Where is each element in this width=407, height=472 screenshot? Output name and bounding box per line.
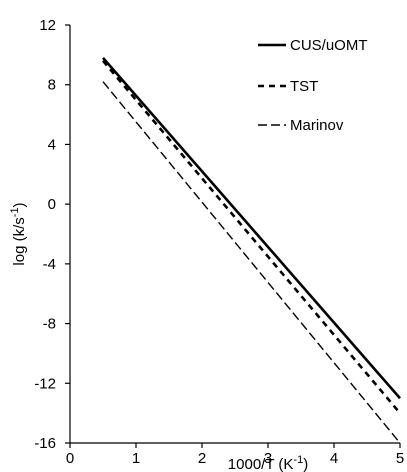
series-line-tst — [102, 59, 401, 414]
axes — [69, 25, 400, 444]
series-layer — [102, 56, 401, 444]
legend-label: CUS/uOMT — [290, 37, 368, 54]
y-tick-label: -16 — [34, 435, 56, 452]
y-tick-label: 8 — [48, 77, 56, 94]
y-axis-title-close: ) — [11, 202, 28, 207]
x-tick-label: 2 — [198, 450, 206, 467]
y-tick-label: 12 — [39, 17, 56, 34]
x-axis-title-superscript: -1 — [293, 454, 303, 466]
x-tick-label: 0 — [66, 450, 74, 467]
x-tick-label: 4 — [330, 450, 338, 467]
y-tick-label: -8 — [43, 316, 56, 333]
legend-label: TST — [290, 78, 318, 95]
series-line-cus-uomt — [102, 56, 401, 400]
x-axis-title-text: 1000/T (K — [228, 456, 294, 472]
y-axis-title-text: log (k/s — [11, 217, 28, 265]
y-ticks: 12 8 4 0 -4 -8 -12 -16 — [34, 17, 70, 452]
x-tick-label: 5 — [396, 450, 404, 467]
x-axis-title: 1000/T (K-1) — [228, 454, 308, 472]
y-axis-title-superscript: -1 — [9, 207, 21, 217]
legend: CUS/uOMT TST Marinov — [258, 37, 368, 134]
y-tick-label: -12 — [34, 375, 56, 392]
x-tick-label: 1 — [132, 450, 140, 467]
y-axis-title: log (k/s-1) — [9, 202, 28, 265]
series-line-marinov — [102, 81, 401, 444]
x-axis-title-close: ) — [303, 456, 308, 472]
y-tick-label: 4 — [48, 136, 56, 153]
x-tick-label: 3 — [264, 450, 272, 467]
legend-label: Marinov — [290, 117, 344, 134]
x-ticks: 0 1 2 3 4 5 — [66, 443, 404, 467]
y-tick-label: -4 — [43, 256, 56, 273]
y-tick-label: 0 — [48, 196, 56, 213]
